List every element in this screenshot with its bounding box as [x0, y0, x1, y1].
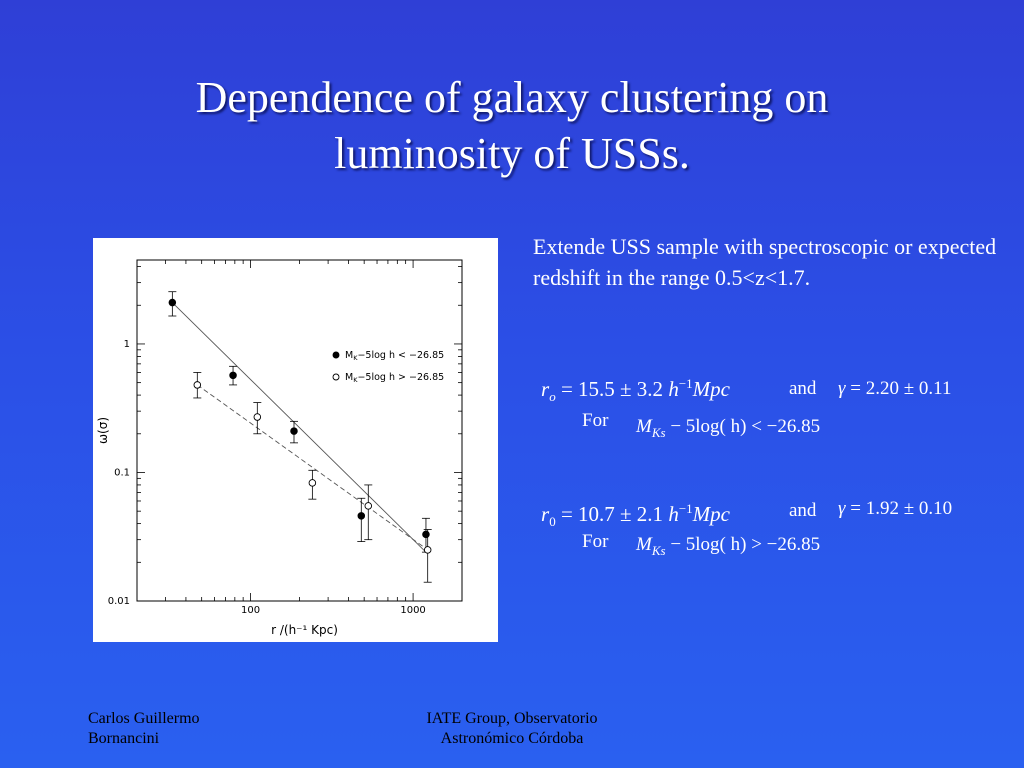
- eq2-symbol: r: [541, 502, 550, 526]
- equation-1-condition: MKs − 5log( h) < −26.85: [636, 416, 820, 441]
- data-point-series-1: [168, 298, 177, 307]
- data-point-series-1: [290, 427, 298, 435]
- data-point-series-1: [422, 530, 430, 539]
- footer-author-line-1: Carlos Guillermo: [88, 710, 200, 727]
- eq1-value: = 15.5 ± 3.2: [560, 377, 664, 401]
- sample-description: Extende USS sample with spectroscopic or…: [533, 234, 997, 290]
- title-line-1: Dependence of galaxy clustering on: [195, 73, 829, 122]
- eq2-value: = 10.7 ± 2.1: [560, 502, 664, 526]
- eq2-unit: Mpc: [692, 502, 730, 526]
- eq2-gamma-symbol: γ: [838, 498, 846, 519]
- footer-affiliation-line-1: IATE Group, Observatorio: [426, 710, 598, 727]
- footer-author-line-2: Bornancini: [88, 730, 160, 747]
- eq1-gamma-value: = 2.20 ± 0.11: [850, 378, 952, 399]
- eq1-cond-text: − 5log( h) < −26.85: [670, 416, 821, 437]
- footer-affiliation: IATE Group, Observatorio Astronómico Cór…: [382, 709, 642, 749]
- legend-label-series-2: MK−5log h > −26.85: [345, 372, 444, 384]
- fit-line-series-2: [197, 384, 428, 551]
- equation-2-gamma: γ = 1.92 ± 0.10: [838, 498, 952, 520]
- eq2-subscript: 0: [549, 514, 556, 530]
- eq2-gamma-value: = 1.92 ± 0.10: [850, 498, 953, 519]
- footer-author: Carlos Guillermo Bornancini: [88, 709, 288, 749]
- x-axis-label: r /(h⁻¹ Kpc): [271, 623, 338, 637]
- data-point-series-2: [423, 546, 432, 554]
- eq1-gamma-symbol: γ: [838, 378, 846, 399]
- y-tick-label: 0.1: [114, 467, 130, 478]
- eq1-symbol: r: [541, 377, 550, 401]
- equation-1-r: ro = 15.5 ± 3.2 h−1Mpc: [541, 376, 730, 405]
- y-tick-label: 0.01: [108, 596, 130, 607]
- eq1-unit-h: h: [668, 377, 679, 401]
- data-point-series-1: [357, 512, 366, 520]
- chart-svg: 100 1000 0.01 0.1 1 r /(h⁻¹ Kpc) ω(σ) MK−5log h…: [96, 259, 463, 637]
- equation-1-for: For: [582, 410, 609, 431]
- data-point-series-1: [229, 371, 237, 380]
- y-tick-label: 1: [124, 339, 130, 350]
- eq2-unit-exp: −1: [678, 501, 693, 516]
- footer-affiliation-line-2: Astronómico Córdoba: [440, 730, 584, 747]
- equation-2-r: r0 = 10.7 ± 2.1 h−1Mpc: [541, 501, 730, 530]
- eq2-cond-text: − 5log( h) > −26.85: [670, 534, 821, 555]
- data-point-series-2: [364, 502, 373, 510]
- eq1-unit: Mpc: [692, 377, 730, 401]
- data-point-series-2: [308, 479, 317, 487]
- plot-frame: [136, 259, 463, 602]
- eq1-cond-symbol: M: [636, 416, 652, 437]
- legend-marker-series-2: [332, 373, 340, 381]
- eq1-cond-sub: Ks: [651, 424, 666, 440]
- slide-title: Dependence of galaxy clustering on lumin…: [60, 70, 964, 182]
- eq2-cond-sub: Ks: [651, 542, 666, 558]
- x-tick-label: 1000: [400, 605, 425, 616]
- eq2-unit-h: h: [668, 502, 679, 526]
- eq1-unit-exp: −1: [678, 376, 693, 391]
- equation-2-for: For: [582, 531, 609, 552]
- data-point-series-2: [253, 413, 262, 421]
- data-point-series-2: [193, 381, 202, 389]
- equation-1-gamma: γ = 2.20 ± 0.11: [838, 378, 951, 400]
- correlation-plot: 100 1000 0.01 0.1 1 r /(h⁻¹ Kpc) ω(σ) MK−5log h…: [93, 238, 498, 642]
- legend-label-series-1: MK−5log h < −26.85: [345, 350, 444, 362]
- y-axis-label: ω(σ): [96, 417, 110, 444]
- equation-2-and: and: [789, 500, 817, 521]
- x-tick-label: 100: [241, 605, 260, 616]
- equation-2-condition: MKs − 5log( h) > −26.85: [636, 534, 820, 559]
- legend-marker-series-1: [332, 351, 340, 359]
- fit-line-series-1: [172, 302, 427, 553]
- equation-1-and: and: [789, 378, 817, 399]
- eq2-cond-symbol: M: [636, 534, 652, 555]
- title-line-2: luminosity of USSs.: [334, 129, 690, 178]
- eq1-subscript: o: [549, 389, 556, 405]
